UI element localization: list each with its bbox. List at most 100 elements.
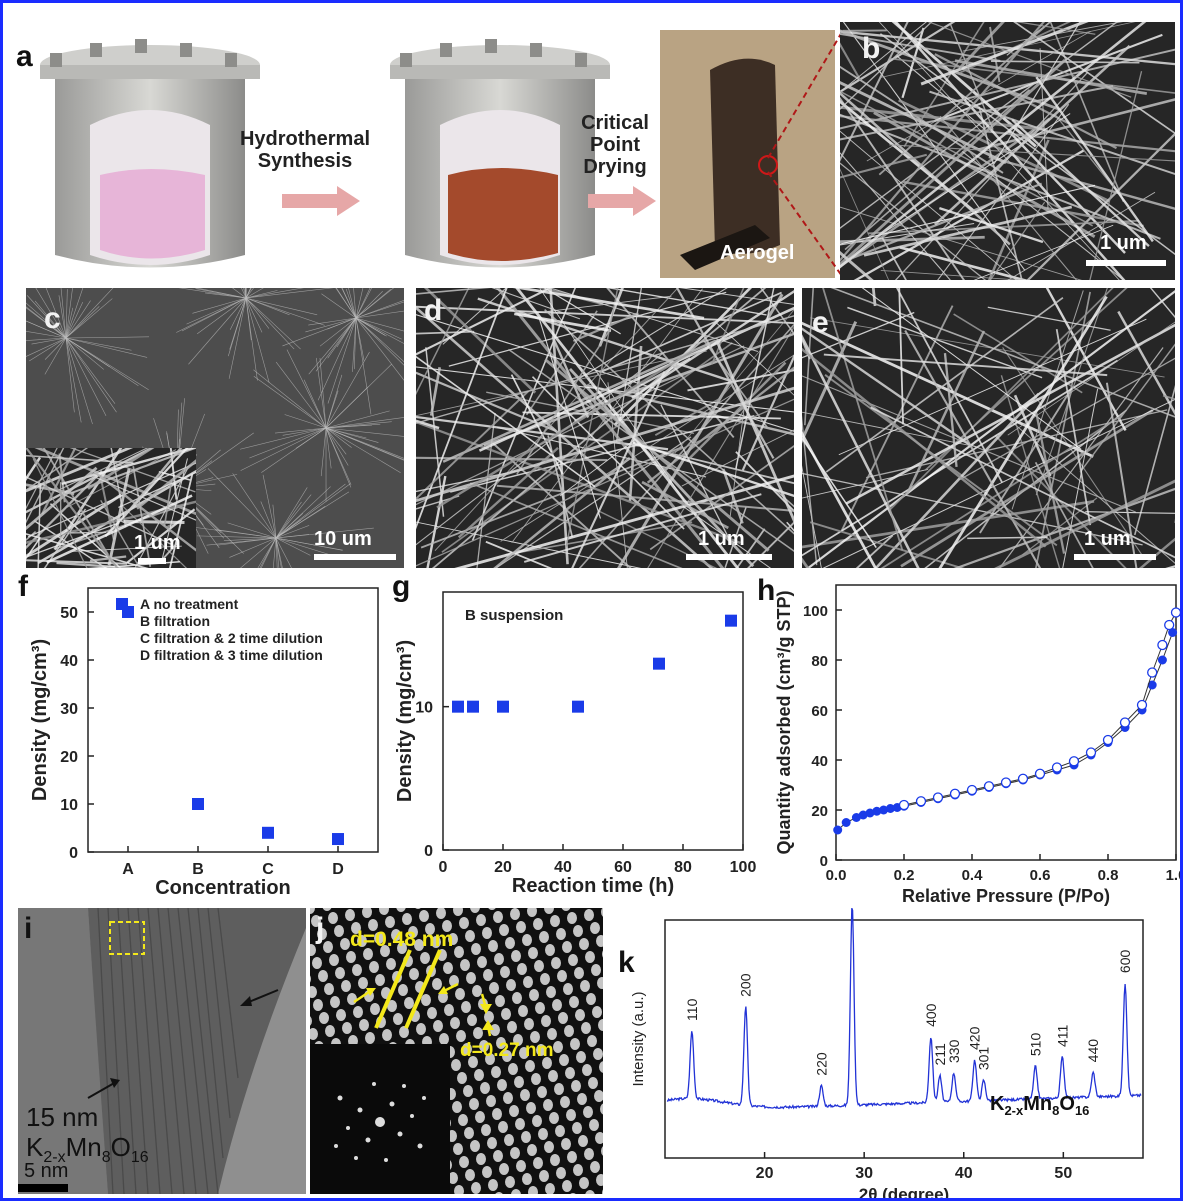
formula-k: K (26, 1132, 44, 1162)
legend-entry: B suspension (465, 607, 563, 624)
y-tick-label: 30 (60, 701, 78, 718)
x-tick-label: 50 (1054, 1165, 1072, 1182)
x-tick-label: 60 (614, 859, 632, 876)
y-tick-label: 0 (69, 845, 78, 862)
y-tick-label: 0 (820, 853, 828, 870)
panel-e-sem-image: e 1 um (802, 288, 1175, 568)
x-tick-label: 1.0 (1166, 867, 1180, 884)
y-tick-label: 40 (60, 653, 78, 670)
x-tick-label: 0.6 (1030, 867, 1051, 884)
d-spacing-2-label: d=0.27 nm (460, 1040, 554, 1061)
d-spacing-1-label: d=0.48 nm (350, 928, 454, 951)
peak-label-301: 301 (976, 1047, 992, 1071)
panel-letter-g: g (392, 570, 411, 603)
formula-sub2: 8 (101, 1149, 111, 1167)
data-point (497, 700, 509, 713)
x-axis-label: 2θ (degree) (859, 1185, 949, 1198)
plot-frame (87, 587, 379, 853)
formula-o: O (1059, 1093, 1075, 1115)
legend-marker (116, 598, 128, 610)
y-axis-label: Density (mg/cm³) (29, 639, 51, 801)
scale-label-i: 5 nm (24, 1160, 69, 1182)
panel-letter-e: e (812, 306, 829, 339)
step1-line2: Synthesis (257, 150, 353, 172)
data-point-desorption (1085, 747, 1097, 758)
x-tick-label: B (192, 861, 204, 878)
xrd-formula-label: K2-xMn8O16 (990, 1093, 1089, 1118)
y-axis-label: Quantity adsorbed (cm³/g STP) (774, 590, 794, 854)
panel-j-hrtem-image: j d=0.48 nm d=0.27 nm (310, 908, 603, 1194)
data-point-desorption (932, 792, 944, 803)
peak-label-420: 420 (967, 1026, 983, 1050)
formula-label: K2-xMn8O16 (26, 1132, 149, 1167)
zoom-guide-lines (767, 31, 843, 277)
formula-sub2: 8 (1052, 1103, 1060, 1118)
x-tick-label: 40 (554, 859, 572, 876)
formula-k: K (990, 1093, 1005, 1115)
scale-bar-e (1074, 554, 1156, 560)
data-point-desorption (1034, 768, 1046, 779)
data-point (725, 614, 737, 627)
legend-entry: B filtration (140, 613, 210, 629)
xrd-curve (666, 908, 1142, 1110)
chart-k-xrd-pattern: 2030405011020022031040021133042030151041… (630, 908, 1144, 1198)
panel-letter-i: i (24, 912, 33, 945)
autoclave-pink-illustration (40, 39, 260, 268)
formula-mn: Mn (65, 1132, 102, 1162)
panel-letter-j: j (316, 912, 325, 945)
y-tick-label: 40 (811, 753, 828, 770)
panel-d-sem-image: d 1 um (416, 288, 794, 568)
y-axis-label: Intensity (a.u.) (630, 991, 647, 1086)
y-tick-label: 60 (811, 703, 828, 720)
legend-entry: D filtration & 3 time dilution (140, 647, 323, 663)
x-tick-label: 0.8 (1098, 867, 1119, 884)
peak-label-400: 400 (923, 1003, 939, 1027)
data-point-desorption (1000, 777, 1012, 788)
data-point (467, 700, 479, 713)
x-tick-label: 0.4 (962, 867, 984, 884)
panel-letter-f: f (18, 570, 28, 603)
peak-label-600: 600 (1117, 949, 1133, 973)
formula-sub3: 16 (130, 1149, 149, 1167)
peak-label-220: 220 (813, 1052, 829, 1076)
step2-line2: Point (590, 134, 640, 156)
step2-line1: Critical (581, 112, 649, 134)
data-point-desorption (1068, 756, 1080, 767)
plot-frame (835, 584, 1177, 861)
data-point-adsorption (833, 825, 843, 835)
nanowire-width-label: 15 nm (26, 1102, 99, 1132)
scale-bar-c (314, 554, 396, 560)
scale-label-d: 1 um (698, 528, 745, 550)
panel-letter-h: h (757, 574, 776, 607)
scale-label-e: 1 um (1084, 528, 1131, 550)
panel-b-sem-image: b 1 um (840, 22, 1175, 280)
aerogel-label: Aerogel (720, 242, 795, 264)
panel-i-tem-image: i 15 nm K2-xMn8O16 5 nm (18, 908, 306, 1194)
y-tick-label: 50 (60, 605, 78, 622)
data-point-desorption (1164, 619, 1175, 631)
y-tick-label: 10 (415, 700, 433, 717)
formula-mn: Mn (1023, 1093, 1053, 1115)
step-hydrothermal-label: Hydrothermal Synthesis (230, 128, 380, 172)
arrow-right-icon (282, 186, 360, 216)
x-tick-label: 0.0 (826, 867, 847, 884)
data-point-adsorption (885, 804, 895, 813)
data-point-desorption (1136, 699, 1148, 711)
scale-label-b: 1 um (1100, 232, 1147, 254)
x-axis-label: Relative Pressure (P/Po) (902, 886, 1110, 906)
x-tick-label: 80 (674, 859, 692, 876)
aerogel-photo: Aerogel (660, 30, 835, 278)
peak-label-330: 330 (946, 1039, 962, 1063)
data-point-desorption (898, 799, 910, 811)
autoclave-brown-illustration (390, 39, 610, 268)
data-point-desorption (1051, 762, 1063, 773)
data-point-desorption (1017, 773, 1029, 784)
legend-entry: C filtration & 2 time dilution (140, 630, 323, 646)
formula-sub1: 2-x (43, 1149, 66, 1167)
data-point-desorption (1170, 607, 1180, 618)
chart-h-adsorption-isotherm: 0 20 40 60 80 100 0.0 0.2 0.4 0.6 0.8 1.0 Relative P… (774, 584, 1180, 906)
data-point (572, 700, 584, 713)
data-point-desorption (1102, 734, 1114, 746)
